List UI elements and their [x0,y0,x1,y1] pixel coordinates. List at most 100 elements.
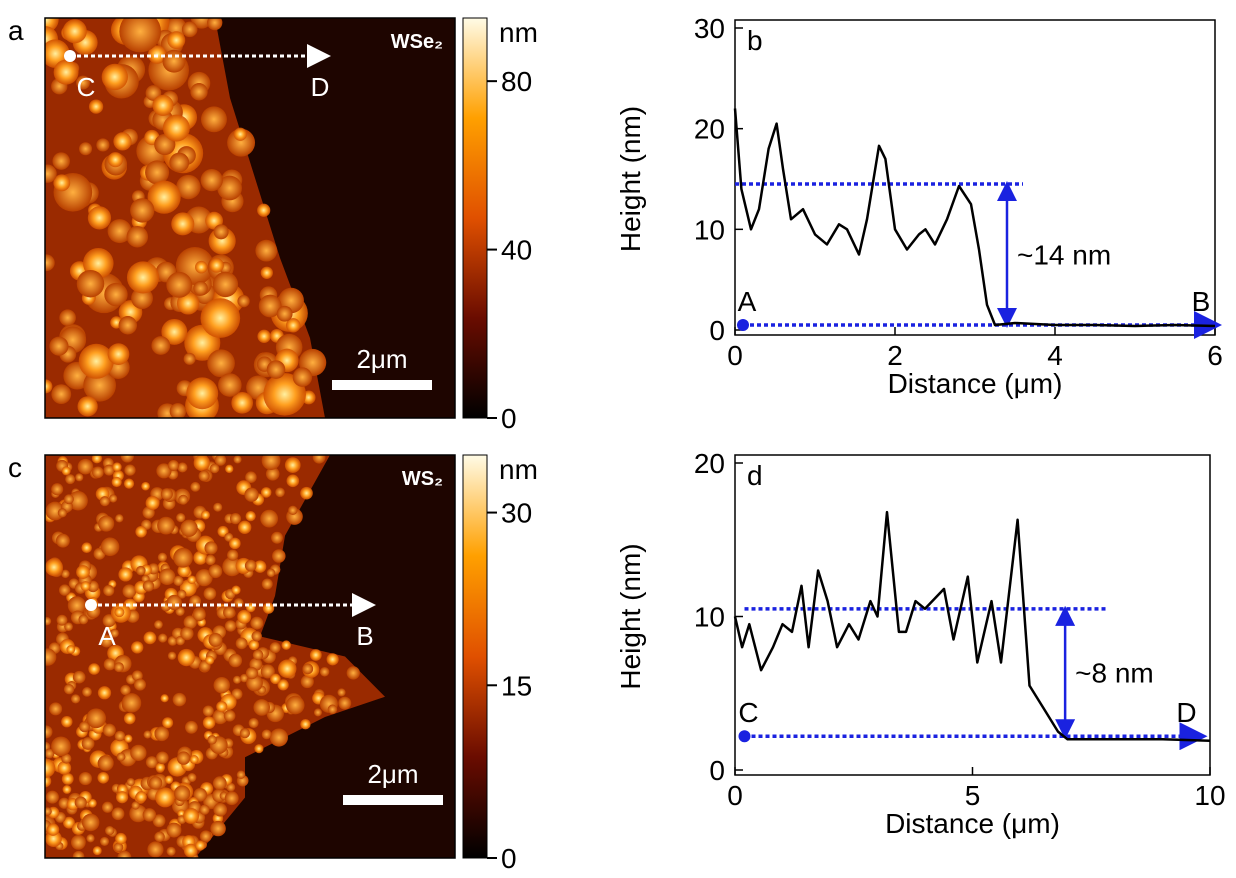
grain [51,384,72,405]
grain [120,455,135,463]
marker-label: C [77,72,96,102]
grain [257,203,271,217]
grain [72,850,85,858]
grain [113,662,124,673]
grain [223,709,236,722]
grain [86,708,106,729]
grain [92,466,104,479]
grain [133,678,146,691]
grain [195,569,213,587]
grain [167,651,177,660]
grain [113,842,124,853]
panel-label: b [747,25,763,56]
grain [46,823,60,836]
grain [193,787,208,802]
grain [45,648,57,666]
grain [213,502,223,512]
grain [217,175,242,201]
grain [300,718,311,730]
grain [285,695,305,715]
grain [208,564,223,579]
grain [199,804,210,815]
grain [45,725,53,739]
guide-start [738,730,751,743]
material-label: WS₂ [402,468,443,490]
plot-frame [734,19,1216,336]
grain [45,748,55,759]
grain [59,309,76,327]
grain [155,762,166,773]
y-axis-label: Height (nm) [615,106,646,252]
grain [88,99,104,114]
grain [195,840,206,851]
grain [158,568,176,585]
grain [176,174,201,200]
grain [45,774,52,788]
grain [110,628,119,638]
grain [275,487,285,498]
grain [107,343,130,365]
grain [260,664,275,679]
grain [57,761,72,775]
grain [156,463,172,479]
grain [162,717,174,729]
grain [111,476,122,488]
grain [245,667,259,680]
grain [51,483,64,496]
colorbar-tick-label: 80 [501,66,532,97]
grain [61,569,70,579]
grain [68,490,88,511]
grain [252,649,264,661]
grain [79,721,90,733]
grain [319,667,330,677]
scale-bar [332,380,432,390]
grain [327,704,338,715]
colorbar-tick-label: 0 [501,843,517,873]
grain [229,513,242,525]
x-tick-label: 0 [727,780,743,811]
grain [253,560,267,573]
grain [126,225,149,248]
grain [276,305,293,322]
grain [92,846,102,856]
grain [86,834,95,843]
grain [302,663,314,675]
grain [142,808,157,822]
grain [88,663,100,675]
grain [260,487,272,498]
grain [261,455,281,470]
x-axis-label: Distance (μm) [885,808,1060,839]
grain [112,462,122,472]
grain [99,496,110,507]
grain [284,457,301,473]
grain [149,776,163,790]
panel-label: a [8,15,24,46]
grain [192,608,206,622]
grain [177,589,187,599]
grain [131,670,143,682]
y-tick-label: 0 [709,315,725,346]
grain [184,720,198,734]
scale-bar [343,795,443,805]
afm-image [45,455,455,858]
grain [183,615,197,629]
grain [205,655,215,665]
grain [116,791,129,804]
grain [203,587,217,600]
grain [172,692,187,707]
scale-bar-label: 2μm [356,344,407,374]
point-label: D [1176,697,1196,728]
grain [49,336,69,356]
grain [152,814,166,828]
grain [101,63,128,91]
grain [62,785,72,794]
grain [261,578,273,590]
grain [286,474,300,488]
grain [171,212,195,236]
material-label: WSe₂ [391,31,443,53]
grain [258,294,282,318]
grain [200,510,210,520]
grain [117,850,132,858]
grain [64,622,73,632]
